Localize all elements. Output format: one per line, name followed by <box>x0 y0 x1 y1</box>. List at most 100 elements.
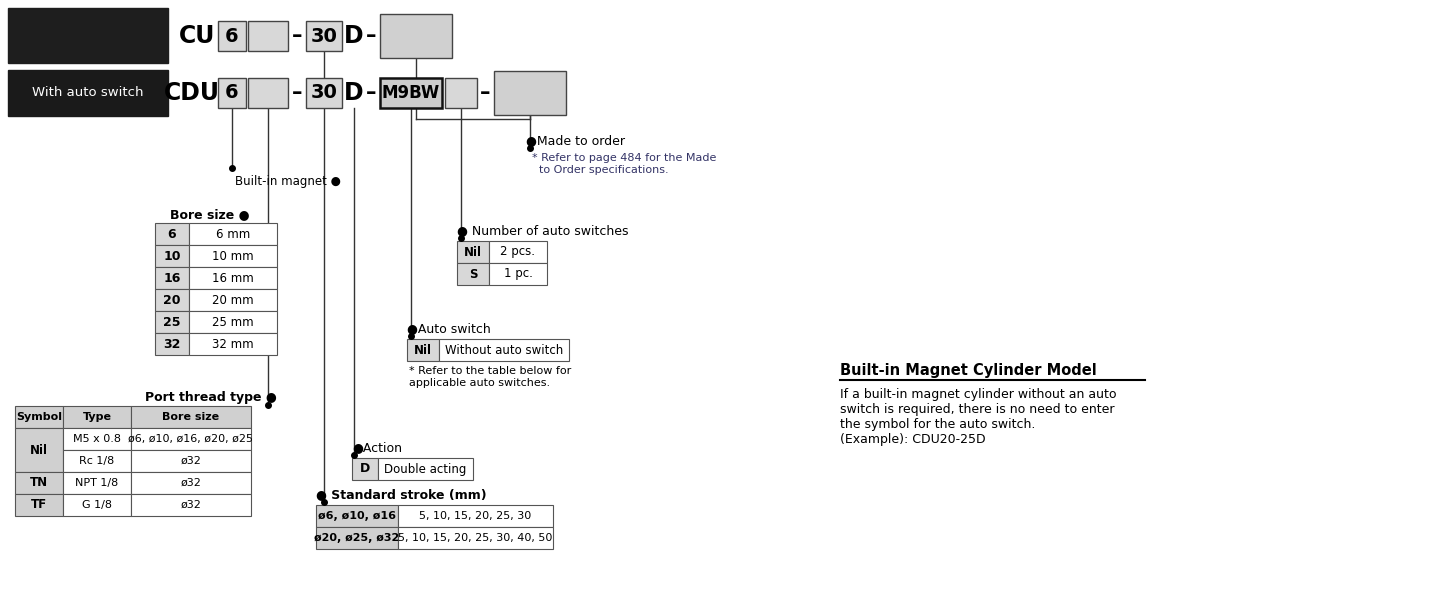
Text: 6: 6 <box>168 228 176 240</box>
Text: Nil: Nil <box>414 344 432 357</box>
Text: ●Action: ●Action <box>351 442 402 454</box>
Bar <box>249 78 288 108</box>
Text: –: – <box>366 83 376 103</box>
Bar <box>398 527 552 549</box>
Bar <box>377 458 473 480</box>
Text: Double acting: Double acting <box>385 462 467 475</box>
Text: 10 mm: 10 mm <box>213 250 254 263</box>
Bar <box>457 263 489 285</box>
Bar <box>132 406 252 428</box>
Text: 5, 10, 15, 20, 25, 30: 5, 10, 15, 20, 25, 30 <box>419 511 532 521</box>
Text: ø32: ø32 <box>181 456 201 466</box>
Bar <box>189 289 278 311</box>
Text: ● Standard stroke (mm): ● Standard stroke (mm) <box>317 488 487 501</box>
Text: 25 mm: 25 mm <box>213 315 254 328</box>
Bar <box>189 245 278 267</box>
Text: 25: 25 <box>163 315 181 328</box>
Text: CDU: CDU <box>163 81 220 105</box>
Bar <box>445 78 477 108</box>
Text: G 1/8: G 1/8 <box>82 500 111 510</box>
Text: Bore size: Bore size <box>162 412 220 422</box>
Text: ø20, ø25, ø32: ø20, ø25, ø32 <box>314 533 399 543</box>
Bar <box>218 78 246 108</box>
Text: 6: 6 <box>226 26 239 46</box>
Bar <box>351 458 377 480</box>
Text: ø32: ø32 <box>181 478 201 488</box>
Text: 6 mm: 6 mm <box>215 228 250 240</box>
Bar <box>64 472 132 494</box>
Bar <box>155 267 189 289</box>
Bar <box>406 339 440 361</box>
Text: –: – <box>292 26 302 46</box>
Bar <box>14 406 64 428</box>
Text: 32: 32 <box>163 338 181 351</box>
Bar <box>489 263 547 285</box>
Text: 30: 30 <box>311 26 337 46</box>
Text: NPT 1/8: NPT 1/8 <box>75 478 119 488</box>
Bar <box>189 223 278 245</box>
Text: Rc 1/8: Rc 1/8 <box>80 456 114 466</box>
Text: ø32: ø32 <box>181 500 201 510</box>
Bar <box>64 494 132 516</box>
Text: 16 mm: 16 mm <box>213 271 254 285</box>
Bar <box>155 289 189 311</box>
Bar <box>317 505 398 527</box>
Text: Bore size ●: Bore size ● <box>171 208 250 221</box>
Bar <box>64 406 132 428</box>
Text: M5 x 0.8: M5 x 0.8 <box>72 434 121 444</box>
Bar <box>307 21 343 51</box>
Text: 5, 10, 15, 20, 25, 30, 40, 50: 5, 10, 15, 20, 25, 30, 40, 50 <box>398 533 552 543</box>
Text: D: D <box>344 81 364 105</box>
Bar <box>64 428 132 450</box>
Text: 32 mm: 32 mm <box>213 338 254 351</box>
Bar <box>218 21 246 51</box>
Text: TN: TN <box>30 477 48 490</box>
Bar <box>398 505 552 527</box>
Text: Port thread type ●: Port thread type ● <box>145 392 278 405</box>
Text: 6: 6 <box>226 84 239 103</box>
Text: If a built-in magnet cylinder without an auto
switch is required, there is no ne: If a built-in magnet cylinder without an… <box>840 388 1116 446</box>
Text: Nil: Nil <box>30 443 48 456</box>
Text: * Refer to page 484 for the Made
  to Order specifications.: * Refer to page 484 for the Made to Orde… <box>532 153 716 175</box>
Text: ● Number of auto switches: ● Number of auto switches <box>457 224 629 237</box>
Text: ø6, ø10, ø16: ø6, ø10, ø16 <box>318 511 396 521</box>
Bar <box>189 333 278 355</box>
Text: 1 pc.: 1 pc. <box>503 268 532 280</box>
Text: 30: 30 <box>311 84 337 103</box>
Bar <box>380 78 442 108</box>
Bar <box>64 450 132 472</box>
Text: Nil: Nil <box>464 245 482 258</box>
Text: D: D <box>344 24 364 48</box>
Bar <box>14 472 64 494</box>
Bar <box>14 428 64 472</box>
Bar <box>132 428 252 450</box>
Text: –: – <box>366 26 376 46</box>
Text: Type: Type <box>82 412 111 422</box>
Text: Without auto switch: Without auto switch <box>445 344 562 357</box>
Text: ●Made to order: ●Made to order <box>526 135 625 148</box>
Bar <box>307 78 343 108</box>
Bar <box>132 494 252 516</box>
Text: Built-in magnet ●: Built-in magnet ● <box>236 175 341 188</box>
Bar <box>155 311 189 333</box>
Bar <box>9 8 168 63</box>
Bar <box>457 241 489 263</box>
Bar <box>489 241 547 263</box>
Text: –: – <box>292 83 302 103</box>
Text: 2 pcs.: 2 pcs. <box>500 245 535 258</box>
Text: ø6, ø10, ø16, ø20, ø25: ø6, ø10, ø16, ø20, ø25 <box>129 434 253 444</box>
Text: –: – <box>480 83 490 103</box>
Text: With auto switch: With auto switch <box>32 87 143 100</box>
Text: S: S <box>469 268 477 280</box>
Text: D: D <box>360 462 370 475</box>
Bar <box>9 70 168 116</box>
Bar <box>155 223 189 245</box>
Bar <box>189 267 278 289</box>
Text: Symbol: Symbol <box>16 412 62 422</box>
Text: Built-in Magnet Cylinder Model: Built-in Magnet Cylinder Model <box>840 362 1096 378</box>
Text: CU: CU <box>179 24 215 48</box>
Bar <box>317 527 398 549</box>
Bar <box>132 472 252 494</box>
Text: 10: 10 <box>163 250 181 263</box>
Bar <box>155 333 189 355</box>
